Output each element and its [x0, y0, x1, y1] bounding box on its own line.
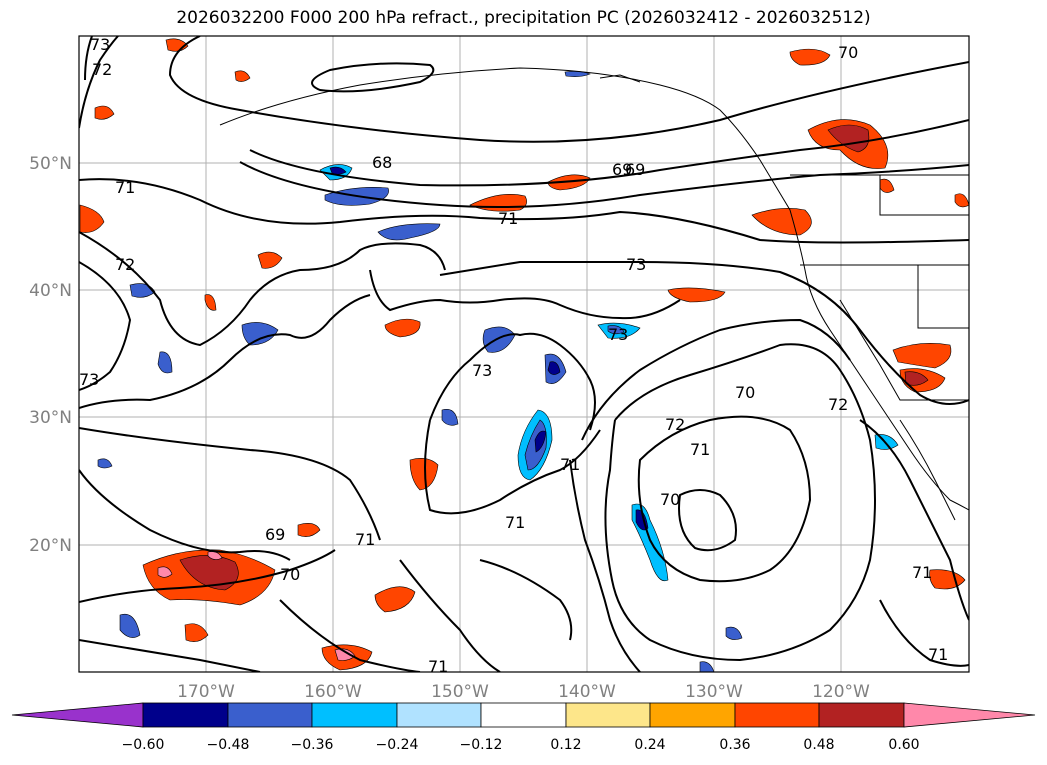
- contour-label: 70: [660, 490, 680, 509]
- precip-positive-areas: [79, 38, 969, 671]
- colorbar-segment: [649, 702, 736, 728]
- map-panel: 73 72 71 72 73 69 70 68 69 71 73 73 73 7…: [78, 35, 970, 676]
- contour-label: 71: [355, 530, 375, 549]
- colorbar-segment: [396, 702, 482, 728]
- colorbar-segment: [565, 702, 651, 728]
- colorbar-segment: [903, 702, 1036, 728]
- colorbar-tick-label: 0.36: [719, 737, 750, 753]
- latitude-label: 20°N: [29, 536, 72, 556]
- colorbar-tick-label: −0.60: [122, 737, 165, 753]
- contour-label: 69: [265, 525, 285, 544]
- map-title: 2026032200 F000 200 hPa refract., precip…: [176, 8, 871, 28]
- colorbar-tick-label: 0.12: [550, 737, 581, 753]
- contour-label: 71: [115, 178, 135, 197]
- contour-label: 72: [115, 255, 135, 274]
- contour-label: 71: [498, 209, 518, 228]
- colorbar-tick-label: −0.24: [376, 737, 419, 753]
- contour-label: 73: [626, 255, 646, 274]
- colorbar-segment: [734, 702, 820, 728]
- latitude-label: 40°N: [29, 281, 72, 301]
- colorbar-tick-label: 0.48: [803, 737, 834, 753]
- longitude-label: 130°W: [685, 682, 743, 702]
- refractivity-contours: [79, 36, 969, 672]
- contour-label: 73: [472, 361, 492, 380]
- latitude-label: 50°N: [29, 154, 72, 174]
- longitude-label: 120°W: [812, 682, 870, 702]
- colorbar-tick-label: −0.48: [207, 737, 250, 753]
- colorbar-tick-label: −0.36: [291, 737, 334, 753]
- contour-label: 73: [608, 325, 628, 344]
- contour-label: 71: [928, 645, 948, 664]
- contour-label: 71: [505, 513, 525, 532]
- contour-label: 69: [612, 160, 632, 179]
- coastlines: [219, 67, 969, 521]
- contour-label: 70: [838, 43, 858, 62]
- colorbar-ticks: −0.60 −0.48 −0.36 −0.24 −0.12 0.12 0.24 …: [122, 737, 920, 753]
- colorbar: [11, 702, 1036, 728]
- contour-label: 71: [912, 563, 932, 582]
- contour-label: 72: [828, 395, 848, 414]
- contour-label: 71: [690, 440, 710, 459]
- colorbar-tick-label: −0.12: [460, 737, 503, 753]
- colorbar-segment: [818, 702, 905, 728]
- contour-label: 68: [372, 153, 392, 172]
- contour-label: 71: [560, 455, 580, 474]
- contour-label: 72: [665, 415, 685, 434]
- contour-label: 71: [428, 657, 448, 676]
- contour-label: 69: [625, 160, 645, 179]
- longitude-label: 150°W: [431, 682, 489, 702]
- longitude-label: 170°W: [177, 682, 235, 702]
- colorbar-segment: [11, 702, 144, 728]
- colorbar-segment: [311, 702, 398, 728]
- contour-label: 72: [92, 60, 112, 79]
- latitude-label: 30°N: [29, 408, 72, 428]
- colorbar-segment: [480, 702, 567, 728]
- longitude-label: 160°W: [304, 682, 362, 702]
- colorbar-tick-label: 0.24: [634, 737, 665, 753]
- contour-label: 73: [90, 35, 110, 54]
- colorbar-segment: [227, 702, 313, 728]
- contour-label: 70: [735, 383, 755, 402]
- colorbar-segment: [142, 702, 229, 728]
- longitude-label: 140°W: [558, 682, 616, 702]
- contour-label: 70: [280, 565, 300, 584]
- contour-label: 73: [79, 370, 99, 389]
- colorbar-tick-label: 0.60: [888, 737, 919, 753]
